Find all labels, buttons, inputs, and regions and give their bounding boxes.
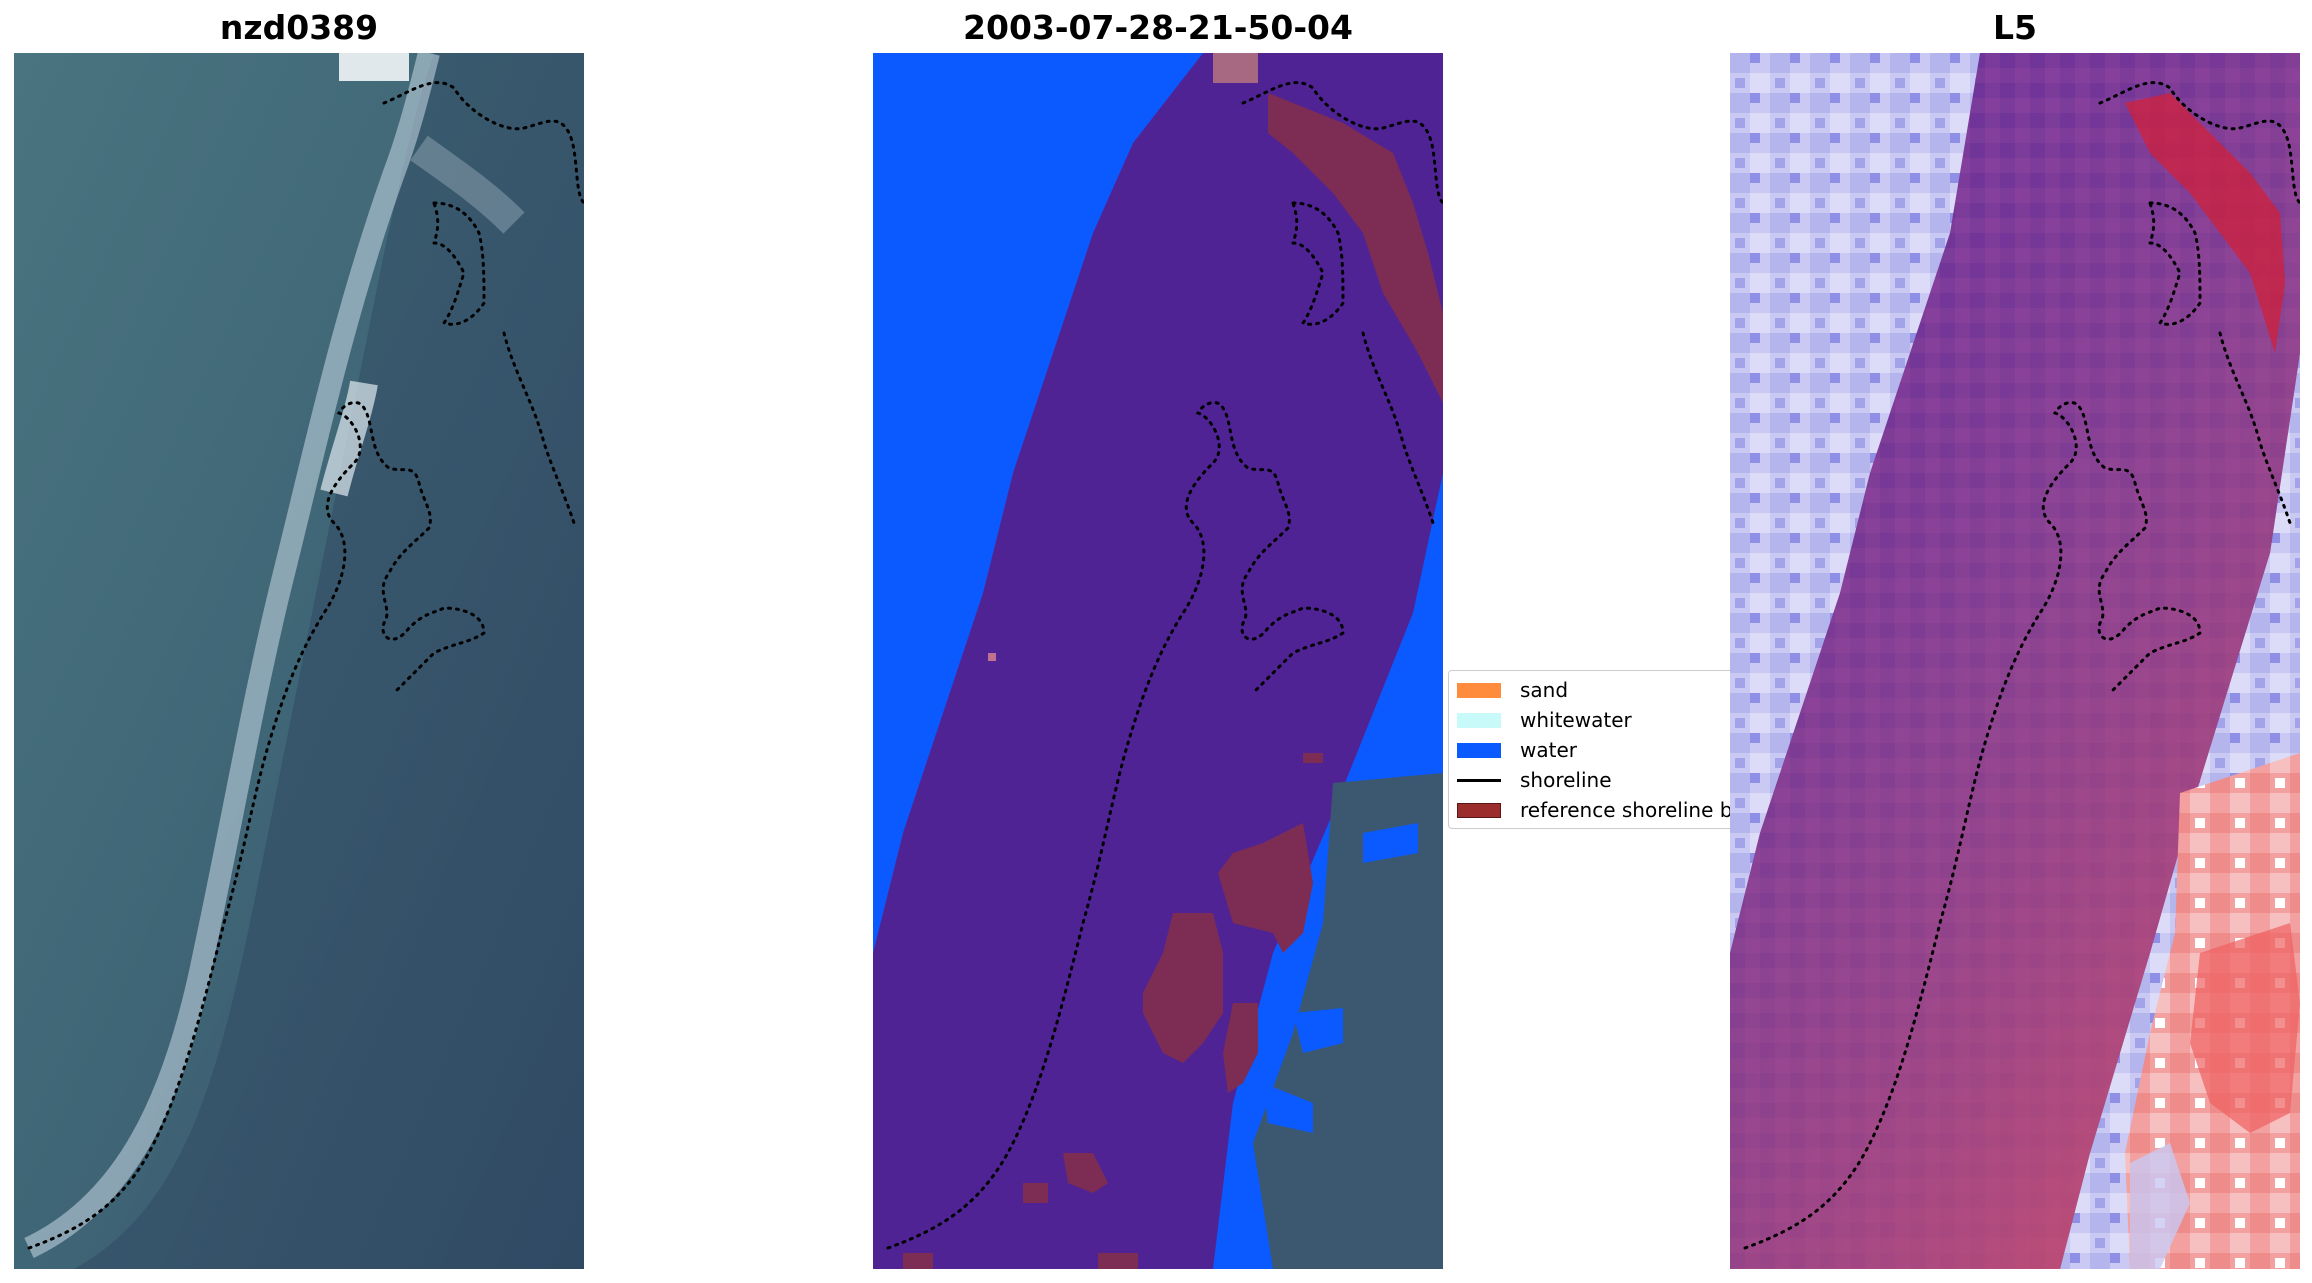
panel-title-classification: 2003-07-28-21-50-04 [963,8,1353,47]
legend-label-shoreline: shoreline [1520,768,1612,792]
index-image [1730,53,2300,1269]
shoreline-line-swatch [1457,778,1501,782]
reference-buffer-swatch [1457,802,1501,818]
legend-label-whitewater: whitewater [1520,708,1632,732]
legend-item-shoreline: shoreline [1457,767,1612,793]
panel-title-rgb: nzd0389 [219,8,379,47]
classified-image [873,53,1443,1269]
legend-label-reference-buffer: reference shoreline buffer [1520,798,1749,822]
legend: sand whitewater water shoreline referenc… [1448,670,1750,829]
rgb-satellite-image [14,53,584,1269]
rgb-image-panel [14,53,584,1269]
classification-panel [873,53,1443,1269]
whitewater-swatch [1457,712,1501,728]
water-swatch [1457,742,1501,758]
legend-item-whitewater: whitewater [1457,707,1632,733]
legend-item-sand: sand [1457,677,1568,703]
legend-item-water: water [1457,737,1577,763]
index-panel [1730,53,2300,1269]
panel-title-index: L5 [1993,8,2037,47]
legend-label-sand: sand [1520,678,1569,702]
legend-label-water: water [1520,738,1577,762]
sand-swatch [1457,682,1501,698]
legend-item-reference-buffer: reference shoreline buffer [1457,797,1749,823]
